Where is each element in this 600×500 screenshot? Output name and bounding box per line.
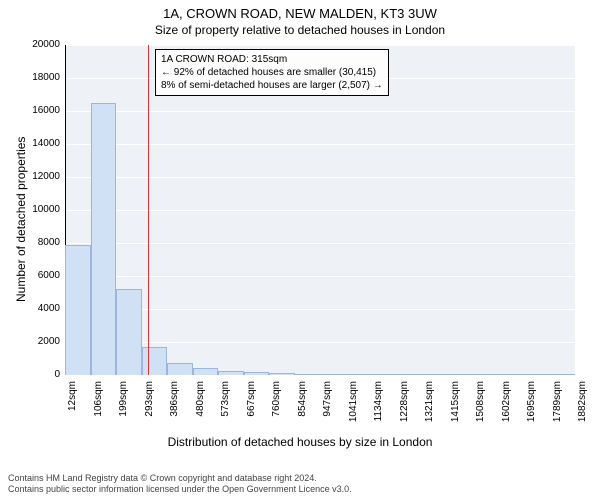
y-tick-label: 10000 xyxy=(20,204,60,215)
histogram-bar xyxy=(91,103,117,375)
histogram-bar xyxy=(142,347,168,375)
x-tick-label: 1415sqm xyxy=(450,381,461,431)
x-tick-label: 1508sqm xyxy=(475,381,486,431)
histogram-bar xyxy=(422,374,448,375)
histogram-bar xyxy=(295,374,321,375)
x-tick-label: 1695sqm xyxy=(526,381,537,431)
x-tick-label: 293sqm xyxy=(144,381,155,431)
x-tick-label: 386sqm xyxy=(169,381,180,431)
x-tick-label: 12sqm xyxy=(67,381,78,431)
chart-container: { "title": "1A, CROWN ROAD, NEW MALDEN, … xyxy=(0,0,600,500)
histogram-bar xyxy=(550,374,576,375)
histogram-bar xyxy=(218,371,244,375)
x-tick-label: 199sqm xyxy=(118,381,129,431)
y-tick-label: 0 xyxy=(20,369,60,380)
footer-attribution: Contains HM Land Registry data © Crown c… xyxy=(8,473,352,496)
grid-line xyxy=(65,309,575,310)
x-tick-label: 106sqm xyxy=(93,381,104,431)
grid-line xyxy=(65,111,575,112)
annotation-box: 1A CROWN ROAD: 315sqm← 92% of detached h… xyxy=(155,49,389,96)
reference-line xyxy=(148,45,149,375)
x-tick-label: 667sqm xyxy=(246,381,257,431)
y-tick-label: 12000 xyxy=(20,171,60,182)
y-tick-label: 6000 xyxy=(20,270,60,281)
grid-line xyxy=(65,375,575,376)
x-tick-label: 1321sqm xyxy=(424,381,435,431)
grid-line xyxy=(65,342,575,343)
annotation-line1: 1A CROWN ROAD: 315sqm xyxy=(161,53,383,66)
histogram-bar xyxy=(397,374,423,375)
histogram-bar xyxy=(244,372,270,375)
x-tick-label: 480sqm xyxy=(195,381,206,431)
histogram-bar xyxy=(499,374,525,375)
footer-line2: Contains public sector information licen… xyxy=(8,484,352,496)
grid-line xyxy=(65,243,575,244)
chart-subtitle: Size of property relative to detached ho… xyxy=(0,21,600,37)
annotation-line3: 8% of semi-detached houses are larger (2… xyxy=(161,79,383,92)
x-tick-label: 854sqm xyxy=(297,381,308,431)
plot-area: 1A CROWN ROAD: 315sqm← 92% of detached h… xyxy=(65,45,575,375)
x-tick-label: 1882sqm xyxy=(577,381,588,431)
y-tick-label: 18000 xyxy=(20,72,60,83)
x-tick-label: 760sqm xyxy=(271,381,282,431)
grid-line xyxy=(65,276,575,277)
histogram-bar xyxy=(193,368,219,375)
x-tick-label: 1041sqm xyxy=(348,381,359,431)
x-tick-label: 947sqm xyxy=(322,381,333,431)
histogram-bar xyxy=(167,363,193,375)
grid-line xyxy=(65,45,575,46)
histogram-bar xyxy=(524,374,550,375)
x-axis-label: Distribution of detached houses by size … xyxy=(0,435,600,449)
x-tick-label: 1134sqm xyxy=(373,381,384,431)
histogram-bar xyxy=(473,374,499,375)
histogram-bar xyxy=(346,374,372,375)
histogram-bar xyxy=(269,373,295,375)
y-tick-label: 14000 xyxy=(20,138,60,149)
footer-line1: Contains HM Land Registry data © Crown c… xyxy=(8,473,352,485)
histogram-bar xyxy=(371,374,397,375)
x-tick-label: 573sqm xyxy=(220,381,231,431)
y-tick-label: 8000 xyxy=(20,237,60,248)
histogram-bar xyxy=(320,374,346,375)
x-tick-label: 1789sqm xyxy=(552,381,563,431)
x-tick-label: 1228sqm xyxy=(399,381,410,431)
histogram-bar xyxy=(65,245,91,375)
x-tick-label: 1602sqm xyxy=(501,381,512,431)
y-tick-label: 20000 xyxy=(20,39,60,50)
y-tick-label: 16000 xyxy=(20,105,60,116)
annotation-line2: ← 92% of detached houses are smaller (30… xyxy=(161,66,383,79)
grid-line xyxy=(65,210,575,211)
grid-line xyxy=(65,144,575,145)
grid-line xyxy=(65,177,575,178)
histogram-bar xyxy=(116,289,142,375)
y-tick-label: 4000 xyxy=(20,303,60,314)
histogram-bar xyxy=(448,374,474,375)
chart-title: 1A, CROWN ROAD, NEW MALDEN, KT3 3UW xyxy=(0,0,600,21)
y-tick-label: 2000 xyxy=(20,336,60,347)
